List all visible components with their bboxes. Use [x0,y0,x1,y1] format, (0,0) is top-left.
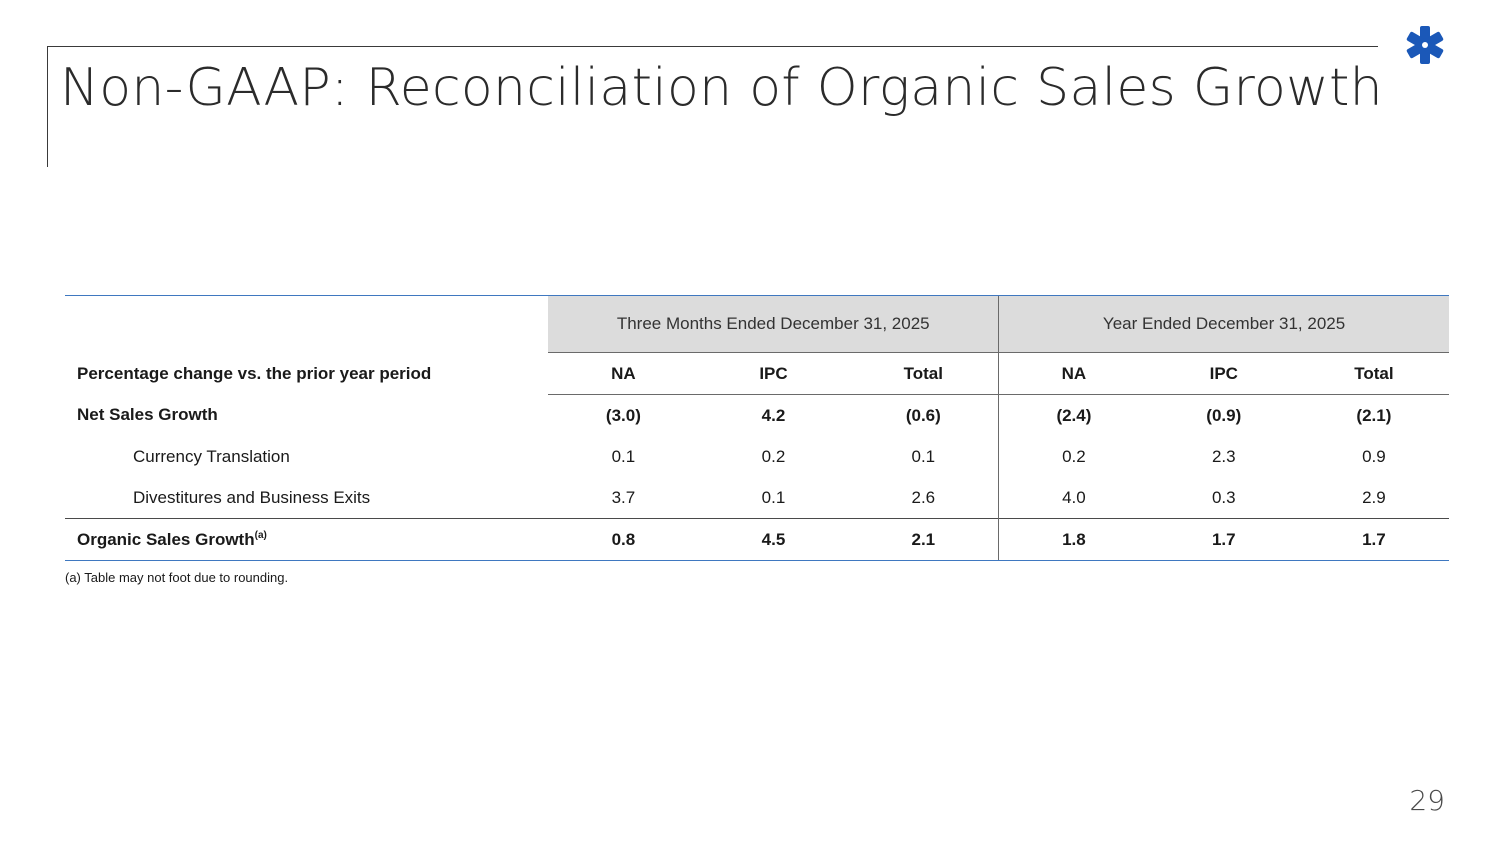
table-cell: (3.0) [605,405,641,425]
table-cell: 0.3 [1211,487,1236,507]
footnote-marker: (a) [254,529,267,541]
column-header: Total [848,352,1000,395]
reconciliation-table: Three Months Ended December 31, 2025 Yea… [65,295,1449,561]
table-cell: 4.2 [761,405,786,425]
table-cell: 0.2 [1062,446,1086,466]
group-header-year-ended: Year Ended December 31, 2025 [998,295,1449,353]
row-label: Net Sales Growth [77,405,218,425]
table-row: Currency Translation 0.1 0.2 0.1 0.2 2.3… [65,436,1449,477]
table-cell: (0.6) [848,394,1000,436]
row-label: Currency Translation [133,446,290,466]
column-header: IPC [698,352,849,395]
table-cell: 1.8 [998,518,1149,561]
table-cell: 0.9 [1362,446,1386,466]
page-title: Non-GAAP: Reconciliation of Organic Sale… [60,58,1383,118]
page-number: 29 [1409,784,1445,817]
table-cell: 2.3 [1211,446,1236,466]
table-cell: 0.1 [611,446,636,466]
table-total-row: Organic Sales Growth(a) 0.8 4.5 2.1 1.8 … [65,518,1449,561]
group-header-spacer [65,295,548,353]
column-header: Total [1298,352,1449,395]
row-label-text: Organic Sales Growth [77,529,255,549]
column-header: IPC [1148,352,1299,395]
table-cell: 4.0 [1062,487,1086,507]
asterisk-logo-icon [1406,26,1444,64]
table-cell: 0.1 [848,436,1000,477]
group-header-three-months: Three Months Ended December 31, 2025 [548,295,1000,353]
table-group-header-row: Three Months Ended December 31, 2025 Yea… [65,295,1449,353]
reconciliation-table-container: Three Months Ended December 31, 2025 Yea… [65,295,1449,561]
table-cell: 0.2 [761,446,786,466]
table-cell: 0.8 [548,518,699,561]
table-row: Net Sales Growth (3.0) 4.2 (0.6) (2.4) (… [65,394,1449,436]
column-header: NA [548,352,699,395]
table-cell: 2.9 [1362,487,1386,507]
table-cell: 4.5 [698,518,849,561]
table-column-header-row: Percentage change vs. the prior year per… [65,352,1449,395]
table-cell: 2.6 [848,477,1000,519]
table-cell: 0.1 [761,487,786,507]
table-cell: 1.7 [1298,518,1449,561]
table-footnote: (a) Table may not foot due to rounding. [65,570,289,585]
table-cell: 2.1 [848,518,1000,561]
row-label: Organic Sales Growth(a) [65,518,549,561]
table-cell: (0.9) [1206,405,1242,425]
row-label: Divestitures and Business Exits [133,487,371,507]
table-cell: 3.7 [611,487,636,507]
row-header-label: Percentage change vs. the prior year per… [77,363,432,383]
title-frame-top-rule [47,46,1378,47]
table-top-rule [65,295,1449,296]
table-row: Divestitures and Business Exits 3.7 0.1 … [65,477,1449,519]
table-cell: 1.7 [1148,518,1299,561]
table-cell: (2.1) [1356,405,1392,425]
table-cell: (2.4) [1056,405,1092,425]
title-frame-left-rule [47,46,48,167]
column-header: NA [998,352,1149,395]
